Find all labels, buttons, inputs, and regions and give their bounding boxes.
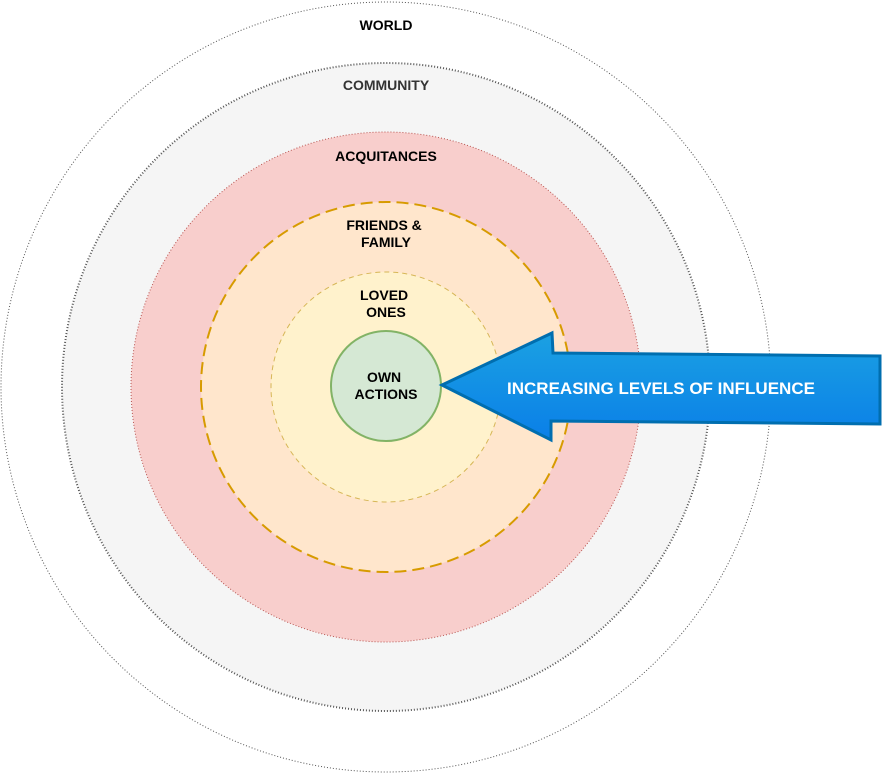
label-community: COMMUNITY [343,77,430,93]
label-world: WORLD [360,17,413,33]
label-friends-family: FRIENDS & FAMILY [346,217,425,250]
influence-arrow [438,330,882,443]
label-loved-ones: LOVED ONES [360,287,412,320]
arrow-label: INCREASING LEVELS OF INFLUENCE [507,379,815,398]
label-acquitances: ACQUITANCES [335,148,437,164]
label-own-actions: OWN ACTIONS [355,369,418,402]
